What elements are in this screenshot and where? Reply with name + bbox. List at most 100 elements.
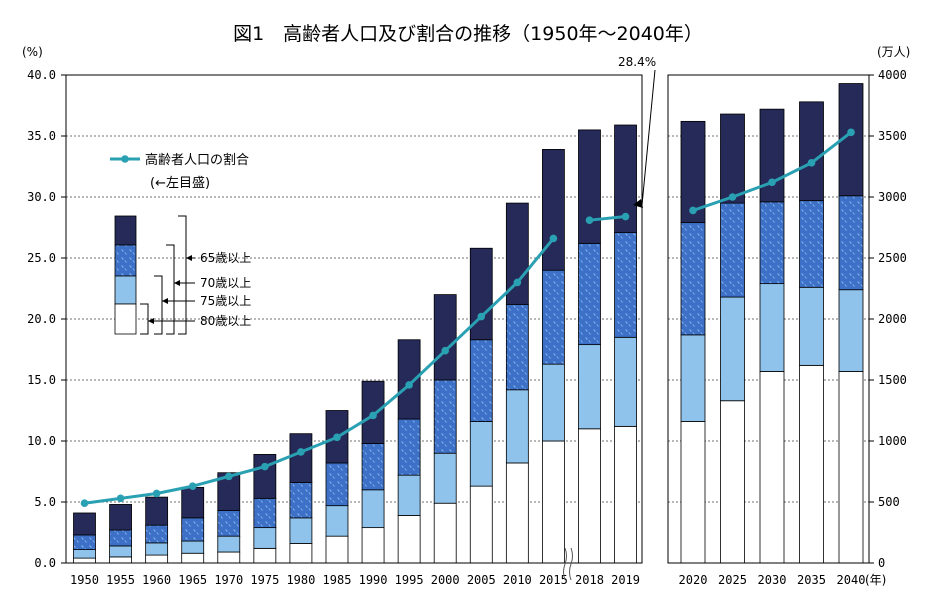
bar-segment: [505, 462, 529, 564]
bar-segment: [759, 201, 785, 285]
bar-segment: [680, 334, 706, 422]
bar-segment: [680, 222, 706, 336]
legend-brackets: [140, 215, 195, 335]
bar-segment: [469, 339, 493, 422]
annotation-arrowhead: [633, 199, 643, 208]
ratio-point: [847, 128, 855, 137]
bar-segment: [578, 344, 601, 430]
bar-segment: [759, 371, 785, 564]
legend-swatch-80-plus: [114, 303, 137, 335]
bar-segment: [73, 512, 96, 536]
bar-segment: [253, 547, 277, 564]
legend: 高齢者人口の割合 (←左目盛) 65歳以上 70歳以上 75歳以上 80: [110, 152, 251, 335]
legend-age-75: 75歳以上: [200, 294, 251, 308]
bar-segment: [397, 474, 421, 516]
bar-segment: [720, 400, 745, 564]
bar-segment: [680, 120, 706, 224]
annotation-label: 28.4%: [618, 55, 656, 69]
ratio-point: [768, 178, 776, 187]
tick-labels: 0.0 5.0 10.0 15.0 20.0 25.0 30.0 35.0 40.0 0 500 10…: [27, 68, 907, 570]
bar-segment: [253, 454, 277, 499]
ratio-point: [441, 346, 450, 355]
bar-segment: [614, 231, 637, 338]
bar-segment: [469, 247, 493, 341]
right-tick-label: 4000: [878, 68, 907, 82]
bar-segment: [253, 527, 277, 549]
bar-segment: [680, 421, 706, 564]
left-tick-label: 5.0: [34, 495, 56, 509]
x-tick-label: 1960: [142, 573, 171, 587]
x-tick-label: 1965: [178, 573, 207, 587]
bar-segment: [469, 485, 493, 564]
right-tick-label: 500: [878, 495, 900, 509]
bar-segment: [145, 524, 169, 544]
bar-segment: [217, 535, 241, 553]
bar-segment: [289, 482, 313, 519]
bar-segment: [542, 440, 565, 564]
bar-segment: [505, 389, 529, 464]
bar-segment: [145, 554, 169, 564]
bar-segment: [325, 535, 349, 564]
bar-segment: [799, 101, 824, 202]
ratio-point: [152, 489, 161, 498]
bar-segment: [397, 339, 421, 420]
ratio-point: [585, 216, 594, 224]
x-tick-label: 1985: [323, 573, 352, 587]
x-tick-label: 1975: [250, 573, 279, 587]
bar-segment: [109, 556, 132, 564]
x-tick-label: 2035: [797, 573, 826, 587]
bar-segment: [505, 202, 529, 305]
bar-segment: [838, 289, 864, 372]
right-tick-label: 1500: [878, 373, 907, 387]
x-tick-label: 2040: [837, 573, 866, 587]
bar-segment: [73, 549, 96, 559]
x-tick-label: 2019: [611, 573, 640, 587]
year-unit: (年): [865, 573, 886, 587]
ratio-point: [116, 494, 125, 503]
bar-segment: [289, 433, 313, 483]
bar-segment: [799, 364, 824, 564]
bar-segment: [433, 502, 457, 564]
legend-age-70: 70歳以上: [200, 276, 251, 290]
x-tick-labels: 1950 1955 1960 1965 1970 1975 1980 1985 1990 1995…: [70, 573, 865, 587]
ratio-point: [621, 212, 630, 221]
left-tick-label: 30.0: [27, 190, 56, 204]
ratio-point: [513, 278, 522, 287]
x-tick-label: 1955: [106, 573, 135, 587]
right-tick-label: 3500: [878, 129, 907, 143]
legend-swatch-75-79: [114, 275, 137, 305]
x-tick-label: 2005: [467, 573, 496, 587]
bar-segment: [145, 496, 169, 526]
bar-segment: [838, 371, 864, 564]
bar-segment: [433, 379, 457, 454]
annotation-pointer: [641, 69, 656, 206]
right-tick-label: 2000: [878, 312, 907, 326]
legend-line-label: 高齢者人口の割合: [145, 152, 249, 168]
x-tick-label: 2010: [503, 573, 532, 587]
bars: [73, 83, 864, 564]
bar-segment: [433, 294, 457, 381]
bar-segment: [217, 510, 241, 537]
bar-segment: [109, 529, 132, 547]
left-tick-label: 20.0: [27, 312, 56, 326]
ratio-line: [80, 128, 855, 508]
ratio-point: [261, 462, 269, 471]
axis-break-mark: [563, 547, 573, 581]
x-tick-label: 2015: [539, 573, 568, 587]
x-tick-label: 2018: [575, 573, 604, 587]
bar-segment: [181, 540, 205, 554]
bar-segment: [181, 486, 205, 519]
bar-segment: [505, 303, 529, 391]
bar-segment: [433, 452, 457, 504]
bar-segment: [469, 421, 493, 487]
bar-segment: [838, 195, 864, 291]
ratio-point: [224, 472, 233, 481]
bar-segment: [799, 286, 824, 366]
legend-age-80: 80歳以上: [200, 314, 251, 328]
bar-segment: [397, 418, 421, 476]
right-tick-label: 0: [878, 556, 885, 570]
right-tick-label: 3000: [878, 190, 907, 204]
ratio-point: [333, 433, 341, 442]
ratio-point: [405, 381, 413, 389]
